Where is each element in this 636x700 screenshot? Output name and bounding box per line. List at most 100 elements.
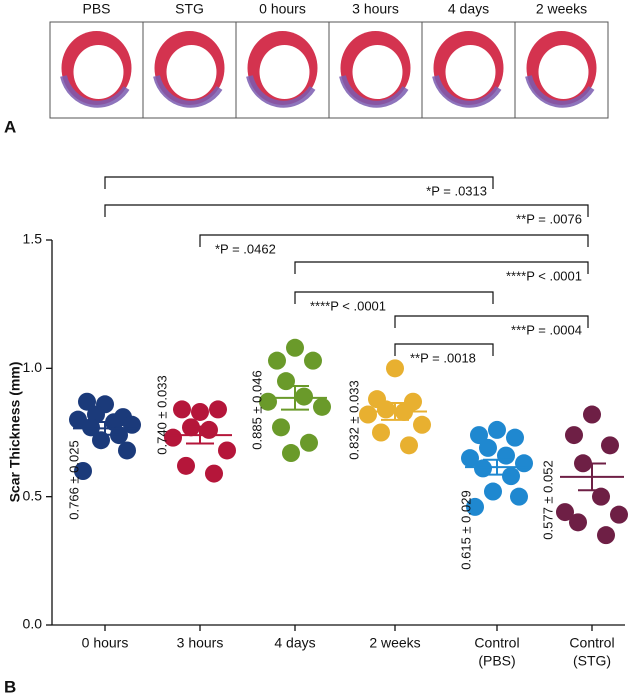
x-tick-label: 2 weeks (369, 635, 420, 651)
data-point (569, 513, 587, 532)
heart-ring-stain (339, 75, 409, 108)
significance-label: ****P < .0001 (310, 298, 386, 313)
significance-bracket (104, 204, 589, 217)
y-tick-label: 1.0 (23, 359, 43, 375)
data-point (205, 464, 223, 483)
image-label: 3 hours (352, 1, 399, 17)
y-tick-label: 1.5 (23, 231, 43, 247)
data-point (74, 462, 92, 480)
significance-label: **P = .0076 (516, 211, 582, 226)
data-point (359, 405, 377, 424)
data-point (565, 426, 583, 445)
panel-label: B (4, 677, 16, 696)
data-point (479, 438, 497, 457)
heart-ring-stain (60, 75, 130, 108)
data-point (601, 436, 619, 455)
data-point (377, 400, 395, 419)
image-label: 0 hours (259, 1, 306, 17)
image-label: 2 weeks (536, 1, 587, 17)
value-label: 0.885 ± 0.046 (249, 370, 264, 449)
significance-bracket (104, 176, 494, 189)
data-point (484, 482, 502, 501)
heart-ring-stain (246, 75, 316, 108)
data-point (295, 387, 313, 406)
data-point (78, 392, 96, 411)
data-point (191, 402, 209, 421)
data-point (286, 338, 304, 357)
heart-lumen (445, 45, 496, 99)
data-point (488, 420, 506, 439)
data-point (300, 433, 318, 452)
image-label: 4 days (448, 1, 489, 17)
data-point (556, 503, 574, 522)
data-point (610, 505, 628, 524)
data-point (164, 428, 182, 447)
data-point (209, 400, 227, 419)
image-label: PBS (82, 1, 110, 17)
data-point (304, 351, 322, 370)
data-point (118, 441, 136, 460)
data-point (400, 436, 418, 455)
data-point (466, 497, 484, 516)
y-axis-title: Scar Thickness (mm) (7, 362, 23, 503)
heart-lumen (166, 45, 217, 99)
data-point (386, 359, 404, 378)
significance-label: ****P < .0001 (506, 268, 582, 283)
data-point (313, 397, 331, 416)
significance-bracket (394, 315, 589, 328)
x-tick-label: (STG) (573, 653, 611, 669)
value-label: 0.577 ± 0.052 (540, 460, 555, 539)
data-point (592, 487, 610, 506)
y-tick-label: 0.5 (23, 487, 43, 503)
value-label: 0.740 ± 0.033 (154, 375, 169, 454)
data-point (282, 444, 300, 463)
x-tick-label: Control (569, 635, 614, 651)
x-tick-label: Control (474, 635, 519, 651)
data-point (268, 351, 286, 370)
heart-lumen (352, 45, 403, 99)
heart-lumen (73, 45, 124, 99)
data-point (372, 423, 390, 442)
y-tick-label: 0.0 (23, 616, 43, 632)
significance-label: ***P = .0004 (511, 322, 582, 337)
value-label: 0.766 ± 0.025 (66, 440, 81, 519)
data-point (470, 426, 488, 445)
data-point (218, 441, 236, 460)
data-point (413, 415, 431, 434)
data-point (510, 487, 528, 506)
data-point (272, 418, 290, 437)
value-label: 0.615 ± 0.029 (458, 490, 473, 569)
significance-label: **P = .0018 (410, 350, 476, 365)
data-point (515, 454, 533, 473)
significance-bracket (394, 343, 494, 356)
panel-label: A (4, 117, 16, 136)
data-point (502, 467, 520, 486)
heart-ring-stain (153, 75, 223, 108)
significance-bracket (294, 291, 494, 304)
data-point (177, 456, 195, 475)
data-point (69, 410, 87, 429)
x-tick-label: 0 hours (82, 635, 129, 651)
data-point (277, 372, 295, 391)
data-point (173, 400, 191, 419)
x-tick-label: 4 days (274, 635, 315, 651)
data-point (474, 459, 492, 478)
heart-lumen (259, 45, 310, 99)
heart-ring-stain (432, 75, 502, 108)
data-point (597, 526, 615, 545)
data-point (506, 428, 524, 447)
heart-lumen (538, 45, 589, 99)
value-label: 0.832 ± 0.033 (346, 380, 361, 459)
significance-bracket (294, 261, 589, 274)
data-point (461, 449, 479, 468)
data-point (497, 446, 515, 465)
significance-label: *P = .0313 (426, 183, 487, 198)
x-tick-label: (PBS) (478, 653, 515, 669)
image-label: STG (175, 1, 204, 17)
significance-label: *P = .0462 (215, 241, 276, 256)
x-tick-label: 3 hours (177, 635, 224, 651)
data-point (200, 420, 218, 439)
significance-bracket (199, 234, 589, 247)
heart-ring-stain (525, 75, 595, 108)
